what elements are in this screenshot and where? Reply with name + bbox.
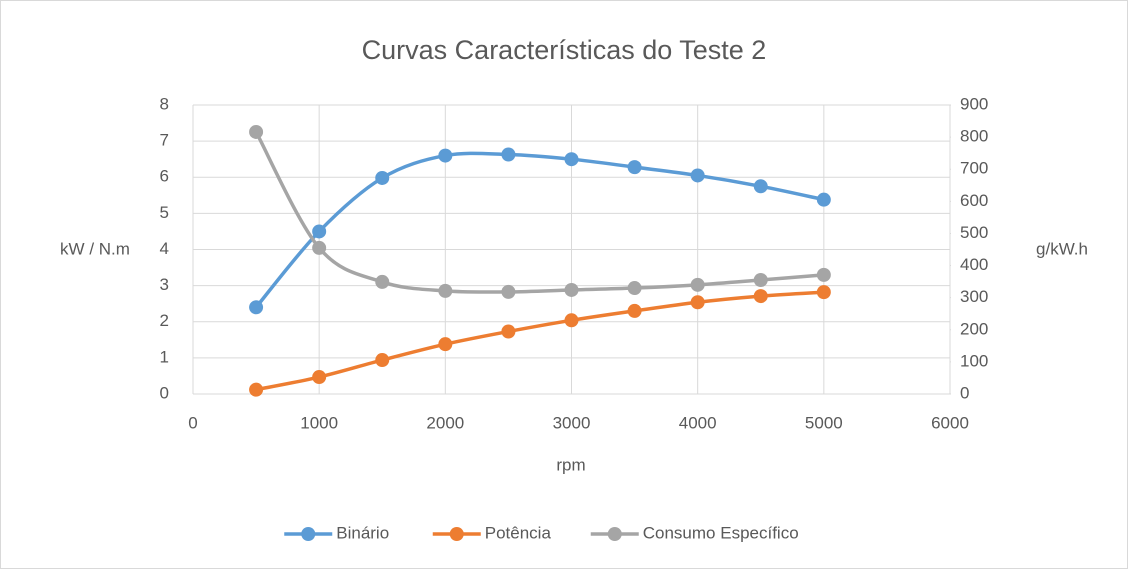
x-tick-label: 1000 [300,413,338,432]
legend-marker [301,527,316,541]
x-tick-label: 4000 [679,413,717,432]
y-tick-label: 0 [160,383,169,402]
data-point [564,313,579,328]
y2-tick-label: 0 [960,383,969,402]
legend-marker [607,527,622,541]
data-point [312,224,327,239]
data-point [501,324,516,339]
data-point [249,124,264,139]
y2-tick-label: 300 [960,287,988,306]
data-point [564,282,579,297]
legend-label: Potência [485,523,552,542]
y2-tick-label: 400 [960,255,988,274]
y2-tick-label: 200 [960,319,988,338]
data-point [501,284,516,299]
x-tick-label: 3000 [553,413,591,432]
data-point [627,303,642,318]
data-point [627,281,642,296]
legend-label: Binário [336,523,389,542]
data-point [753,179,768,194]
y-tick-label: 1 [160,347,169,366]
data-point [312,370,327,385]
y-tick-label: 7 [160,131,169,150]
series-line [254,131,824,294]
y-tick-label: 5 [160,203,169,222]
data-point [690,168,705,183]
data-point [438,283,453,298]
series-line [254,151,825,309]
legend-label: Consumo Específico [643,523,799,542]
y-tick-label: 2 [160,311,169,330]
y-tick-label: 8 [160,94,169,113]
y-axis-label: kW / N.m [60,239,130,258]
y2-tick-label: 500 [960,223,988,242]
data-point [816,285,831,300]
x-tick-label: 5000 [805,413,843,432]
x-tick-label: 6000 [931,413,969,432]
data-point [375,353,390,368]
data-point [753,289,768,304]
data-point [753,273,768,288]
data-point [375,274,390,289]
y2-tick-label: 100 [960,351,988,370]
y2-tick-label: 900 [960,94,988,113]
legend-marker [449,527,464,541]
data-point [312,240,327,255]
x-axis-label: rpm [556,455,585,474]
data-point [816,192,831,207]
y2-axis-label: g/kW.h [1036,239,1088,258]
data-point [438,337,453,352]
y2-tick-label: 600 [960,191,988,210]
data-point [375,170,390,185]
series-line [255,290,824,392]
chart-title: Curvas Características do Teste 2 [362,35,767,65]
data-point [690,277,705,292]
data-point [249,382,264,397]
x-tick-label: 0 [188,413,197,432]
data-point [438,148,453,163]
data-point [501,147,516,162]
y-tick-label: 6 [160,167,169,186]
y2-tick-label: 700 [960,159,988,178]
y2-tick-label: 800 [960,127,988,146]
data-point [816,267,831,282]
data-point [249,300,264,315]
data-point [564,152,579,167]
data-point [627,160,642,175]
data-point [690,295,705,310]
x-tick-label: 2000 [426,413,464,432]
y-tick-label: 3 [160,275,169,294]
y-tick-label: 4 [160,239,169,258]
